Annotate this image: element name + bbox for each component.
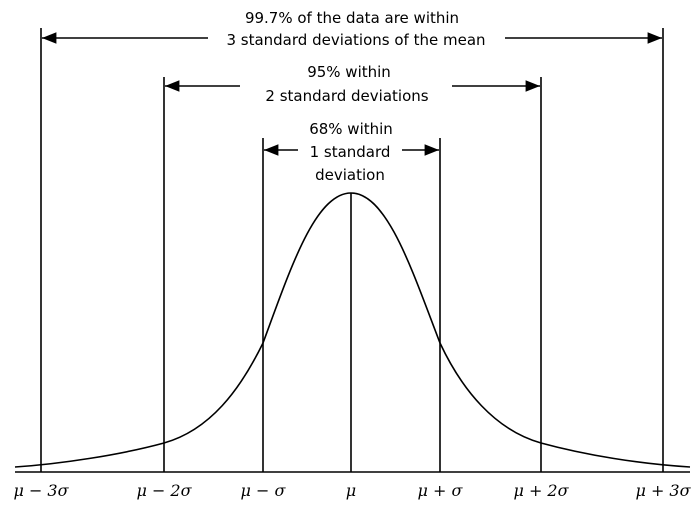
axis-label: μ + 3σ: [635, 481, 691, 500]
annotation: 95% within: [307, 63, 391, 81]
axis-label: μ − 3σ: [13, 481, 69, 500]
annotation: 2 standard deviations: [265, 87, 428, 105]
axis-label: μ − σ: [241, 481, 287, 500]
annotation: deviation: [315, 166, 385, 184]
annotation: 99.7% of the data are within: [245, 9, 459, 27]
axis-label: μ + 2σ: [513, 481, 569, 500]
axis-label: μ − 2σ: [136, 481, 192, 500]
axis-label: μ: [346, 481, 356, 500]
axis-label: μ + σ: [418, 481, 464, 500]
annotation: 1 standard: [310, 143, 391, 161]
annotation: 68% within: [309, 120, 393, 138]
annotation: 3 standard deviations of the mean: [226, 31, 485, 49]
